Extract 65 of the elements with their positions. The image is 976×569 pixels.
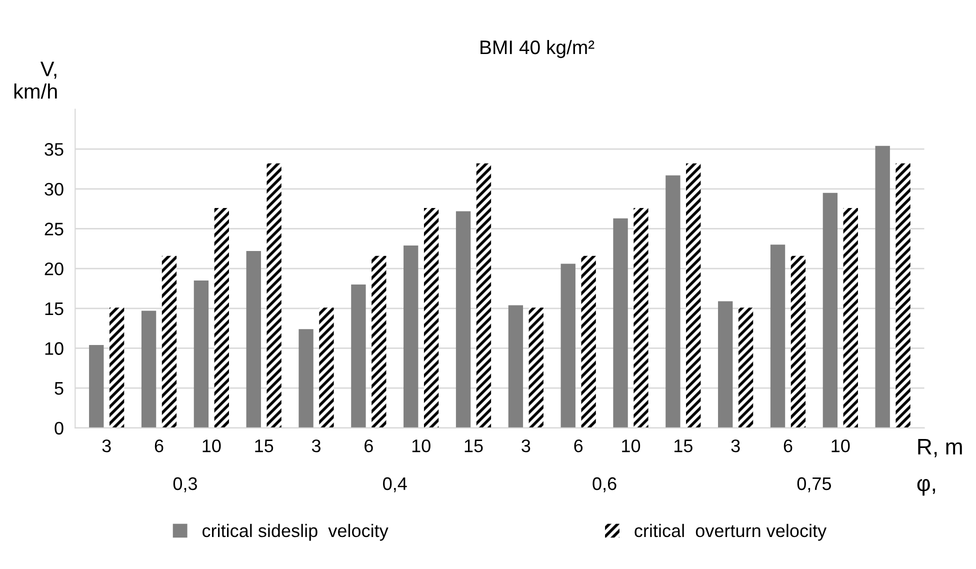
x-tick-label: 6	[154, 439, 164, 452]
y-axis-title: V, km/h	[14, 62, 57, 99]
legend-label: critical sideslip velocity	[202, 524, 388, 541]
x-tick-label: 3	[312, 439, 320, 452]
y-tick-label: 20	[44, 262, 64, 276]
bar	[822, 192, 838, 428]
bar	[372, 256, 386, 428]
text: 0,3	[173, 477, 197, 492]
y-tick-label: 5	[54, 382, 64, 395]
x-tick-label: 6	[784, 439, 792, 452]
bar	[456, 211, 471, 428]
bar	[528, 308, 544, 428]
x-tick-label: 6	[364, 439, 373, 452]
x-tick-label: 3	[731, 439, 740, 452]
x-tick-label: 15	[674, 440, 692, 452]
x-tick-label: 6	[574, 439, 583, 452]
bar	[319, 308, 334, 428]
bar	[896, 163, 910, 428]
x-tick-label: 10	[202, 439, 221, 452]
x-tick-label: 10	[412, 439, 430, 452]
bar	[790, 256, 806, 428]
x-tick-label: 15	[464, 440, 483, 452]
bar	[738, 308, 754, 428]
bar	[141, 310, 156, 428]
bar	[476, 163, 492, 428]
y-tick-label: 25	[44, 222, 64, 236]
x-tick-label: 10	[622, 439, 640, 452]
bar	[613, 218, 628, 428]
chart-title: BMI 40 kg/m²	[480, 40, 594, 58]
bar	[686, 163, 701, 428]
y-tick-label: 35	[44, 143, 64, 156]
x-axis-title: R, m	[918, 439, 962, 458]
bar	[718, 301, 733, 428]
bar	[194, 280, 209, 428]
bar	[162, 256, 177, 428]
text: φ,	[917, 478, 935, 496]
bar	[843, 208, 858, 428]
bar	[89, 345, 104, 428]
bar	[508, 305, 524, 428]
text: 0,6	[592, 477, 616, 492]
bar	[581, 256, 596, 428]
bar	[246, 251, 261, 428]
bar	[666, 175, 680, 428]
bar	[109, 308, 124, 428]
bar	[560, 264, 576, 428]
x-tick-label: 3	[522, 439, 530, 452]
bar	[634, 208, 648, 428]
y-tick-label: 30	[44, 182, 64, 196]
bar	[214, 208, 229, 428]
x-tick-label: 10	[832, 439, 850, 452]
bar	[404, 245, 418, 428]
bar	[770, 244, 786, 428]
y-tick-label: 0	[54, 422, 64, 435]
legend-label: critical overturn velocity	[634, 524, 827, 541]
x-tick-label: 15	[255, 440, 274, 452]
y-tick-label: 15	[45, 302, 64, 316]
text: 0,75	[797, 477, 832, 492]
x-tick-label: 3	[102, 439, 111, 452]
y-tick-label: 10	[45, 342, 64, 355]
bar	[351, 284, 366, 428]
bar	[266, 163, 282, 428]
bar	[424, 208, 439, 428]
bar	[875, 146, 890, 428]
bar	[298, 329, 314, 428]
text: 0,4	[383, 477, 407, 492]
